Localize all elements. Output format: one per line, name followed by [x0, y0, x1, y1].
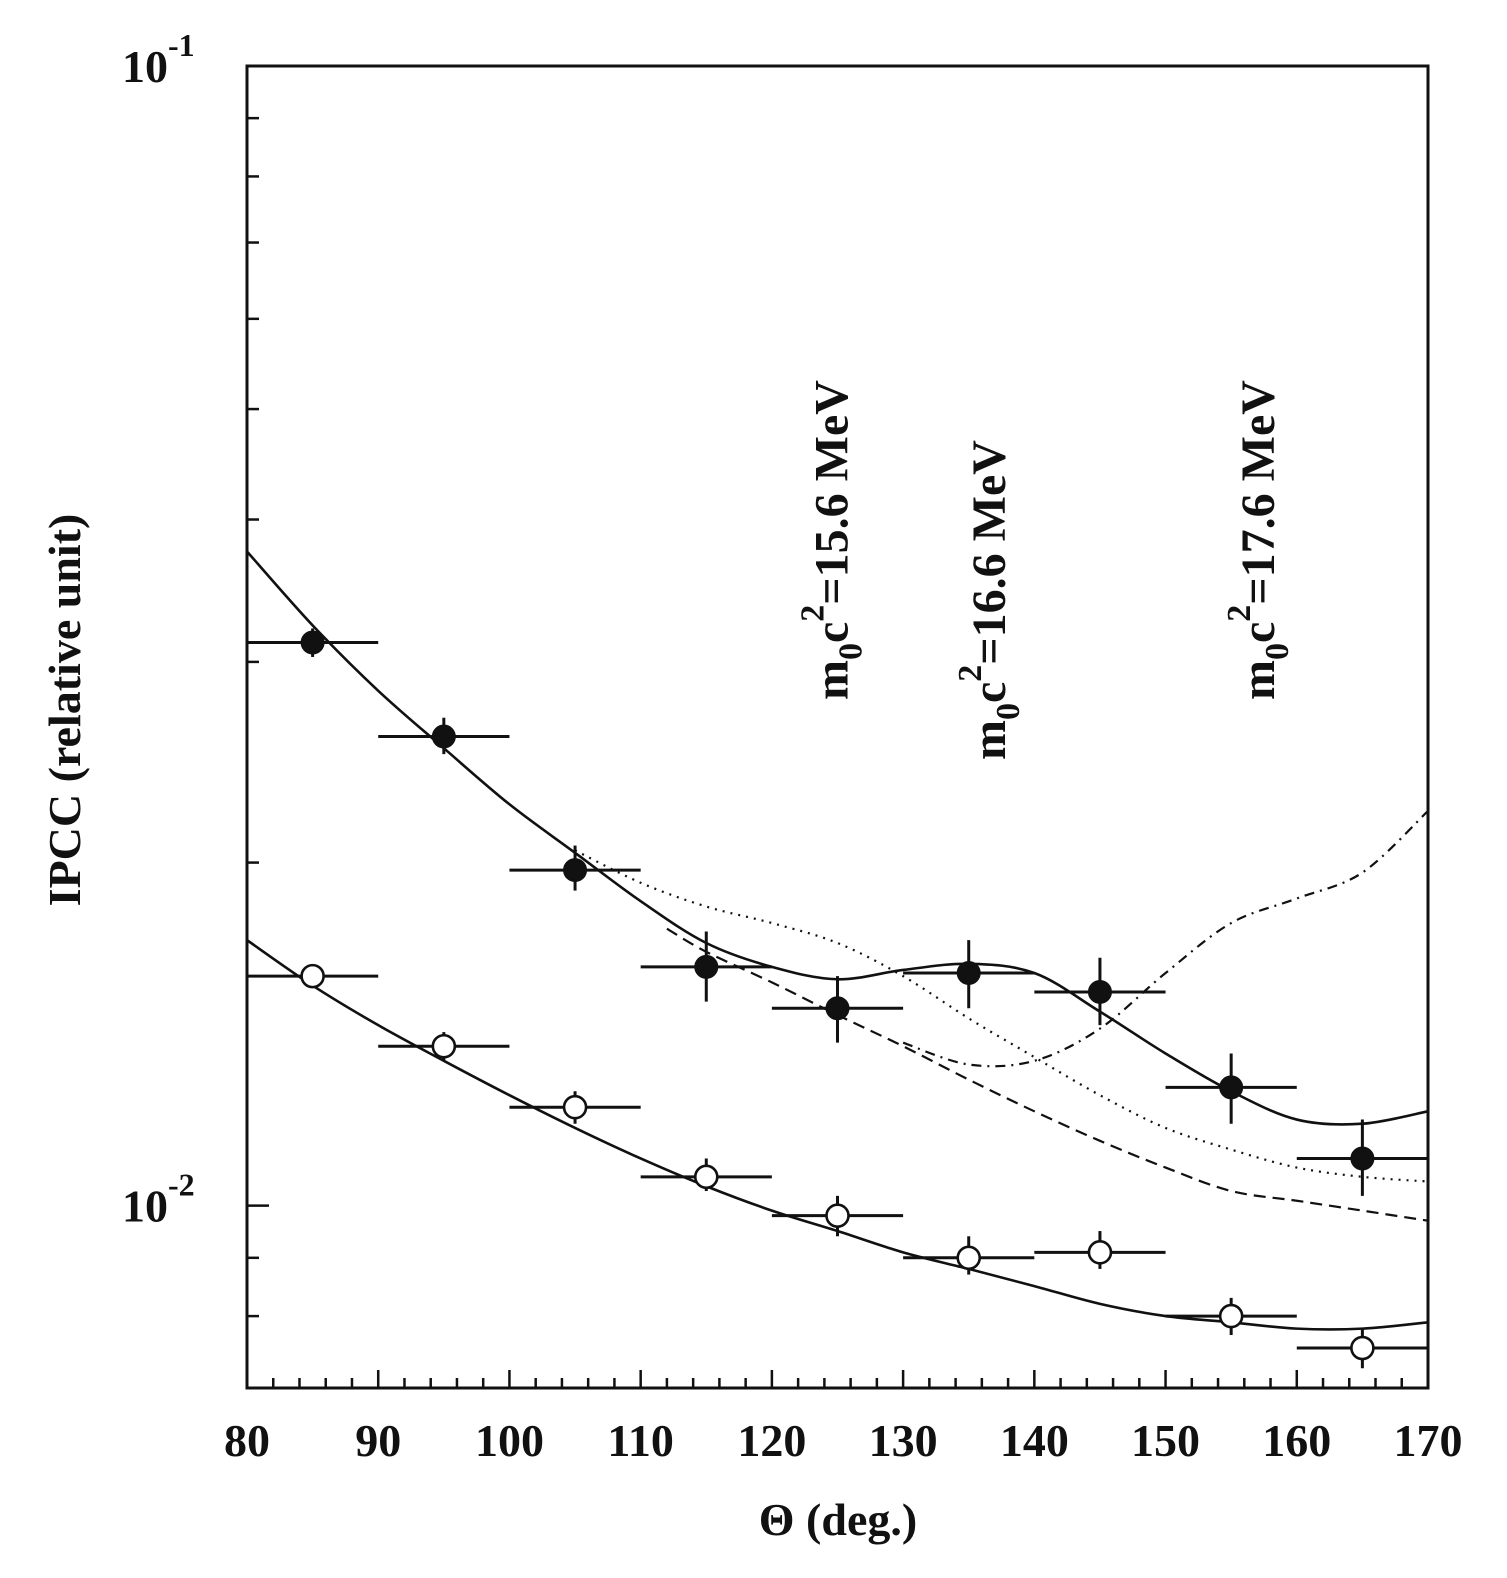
mass-label: m0c2=15.6 MeV [795, 380, 870, 700]
c-superscript: 2 [1221, 605, 1258, 622]
c-symbol: c [1232, 622, 1285, 643]
mass-value: =17.6 MeV [1232, 380, 1285, 605]
mass-subscript: 0 [990, 703, 1027, 720]
open-data-point [562, 1094, 588, 1120]
mass-symbol: m [806, 660, 859, 700]
mass-subscript: 0 [833, 643, 870, 660]
curve-baseline-dashed [666, 927, 1429, 1222]
y-tick-base: 10 [122, 1181, 168, 1232]
x-tick-label: 160 [1262, 1415, 1331, 1466]
plot-frame [245, 64, 1430, 1390]
y-axis-label: IPCC (relative unit) [39, 514, 90, 907]
mass-label: m0c2=16.6 MeV [952, 440, 1027, 760]
curve-mass-17.6-dashdot [902, 810, 1429, 1068]
x-axis-label: Θ (deg.) [759, 1494, 917, 1545]
filled-data-point [694, 954, 719, 979]
open-data-point [1087, 1240, 1113, 1265]
y-tick-label: 10-2 [122, 1167, 195, 1232]
mass-symbol: m [1232, 660, 1285, 700]
c-superscript: 2 [795, 605, 832, 622]
x-tick-label: 120 [737, 1415, 806, 1466]
filled-data-point [825, 996, 850, 1021]
y-tick-label: 10-1 [122, 27, 195, 92]
x-tick-label: 90 [355, 1415, 401, 1466]
filled-data-point [431, 724, 456, 749]
mass-symbol: m [963, 720, 1016, 760]
open-data-point [825, 1203, 850, 1228]
mass-annotation: m0c2=16.6 MeV [952, 440, 1027, 760]
filled-data-point [1219, 1075, 1244, 1100]
x-tick-label: 150 [1131, 1415, 1200, 1466]
mass-value: =15.6 MeV [806, 380, 859, 605]
plot-border [245, 64, 1430, 1390]
open-data-point [1350, 1335, 1375, 1361]
open-data-point [300, 963, 325, 989]
open-data-point [693, 1164, 719, 1190]
y-tick-labels: 10-110-2 [122, 27, 195, 1232]
filled-data-point [1350, 1146, 1375, 1171]
mass-subscript: 0 [1259, 643, 1296, 660]
x-tick-label: 110 [607, 1415, 673, 1466]
y-tick-exponent: -1 [168, 27, 195, 63]
y-tick-base: 10 [122, 41, 168, 92]
c-symbol: c [806, 622, 859, 643]
x-tick-labels: 80 90 100 110 120 130 140 150 160 170 [224, 1415, 1463, 1466]
x-tick-label: 80 [224, 1415, 270, 1466]
minor-ticks [245, 64, 1430, 1388]
mass-value: =16.6 MeV [963, 440, 1016, 665]
x-tick-label: 130 [869, 1415, 938, 1466]
curve-mass-15.6-dotted [574, 849, 1429, 1183]
open-data-point [956, 1245, 982, 1271]
filled-data-point [563, 858, 588, 883]
filled-data-point [1087, 979, 1112, 1004]
mass-annotation: m0c2=17.6 MeV [1221, 380, 1296, 700]
filled-data-point [956, 961, 981, 986]
x-tick-label: 100 [475, 1415, 544, 1466]
filled-data-point [300, 630, 325, 655]
c-superscript: 2 [952, 665, 989, 682]
x-tick-label: 140 [1000, 1415, 1069, 1466]
data-points [300, 630, 1375, 1361]
c-symbol: c [963, 682, 1016, 703]
y-tick-exponent: -2 [168, 1167, 195, 1203]
open-data-point [431, 1033, 457, 1059]
open-data-point [1218, 1303, 1244, 1329]
mass-label: m0c2=17.6 MeV [1221, 380, 1296, 700]
x-tick-label: 170 [1394, 1415, 1463, 1466]
mass-annotation: m0c2=15.6 MeV [795, 380, 870, 700]
